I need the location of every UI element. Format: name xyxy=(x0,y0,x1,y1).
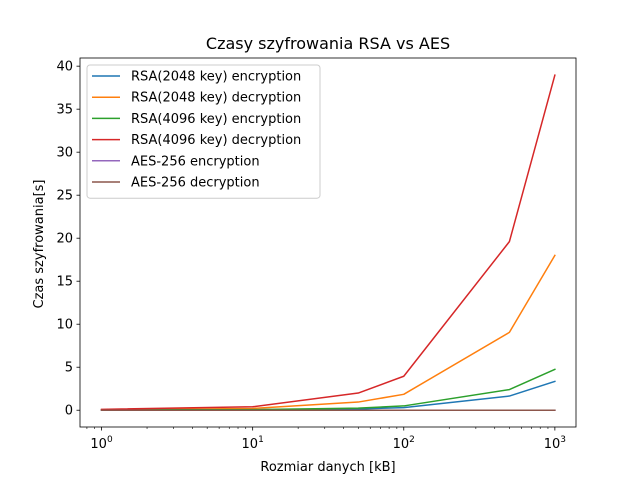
legend-label: RSA(4096 key) decryption xyxy=(131,133,301,148)
x-tick-label: 101 xyxy=(242,435,264,452)
legend-label: RSA(2048 key) decryption xyxy=(131,91,301,106)
y-tick-label: 40 xyxy=(56,60,73,75)
y-tick-label: 20 xyxy=(56,232,73,247)
x-axis-label: Rozmiar danych [kB] xyxy=(260,460,395,475)
legend-label: RSA(2048 key) encryption xyxy=(131,70,301,85)
x-tick-label: 102 xyxy=(393,435,415,452)
y-axis: 0 5 10 15 20 25 30 35 40 xyxy=(56,60,80,419)
legend-label: AES-256 decryption xyxy=(131,176,260,191)
x-tick-label: 100 xyxy=(90,435,113,452)
legend: RSA(2048 key) encryption RSA(2048 key) de… xyxy=(86,64,321,199)
y-tick-label: 35 xyxy=(56,103,73,118)
series-line-1 xyxy=(100,380,556,411)
y-tick-label: 15 xyxy=(56,275,73,290)
y-tick-label: 5 xyxy=(65,361,73,376)
series-line-2 xyxy=(100,254,556,411)
y-tick-label: 10 xyxy=(56,318,73,333)
y-tick-label: 30 xyxy=(56,146,73,161)
x-tick-label: 103 xyxy=(544,435,566,452)
y-tick-label: 0 xyxy=(65,404,73,419)
y-tick-label: 25 xyxy=(56,189,73,204)
y-axis-label: Czas szyfrowania[s] xyxy=(32,180,47,309)
series-layer xyxy=(79,57,577,428)
plot-frame xyxy=(79,57,577,428)
legend-label: RSA(4096 key) encryption xyxy=(131,112,301,127)
x-axis: 100 101 102 103 xyxy=(86,427,566,452)
legend-label: AES-256 encryption xyxy=(131,154,260,169)
legend-box xyxy=(86,64,321,199)
chart-title: Czasy szyfrowania RSA vs AES xyxy=(206,34,450,53)
series-line-4 xyxy=(100,74,556,411)
